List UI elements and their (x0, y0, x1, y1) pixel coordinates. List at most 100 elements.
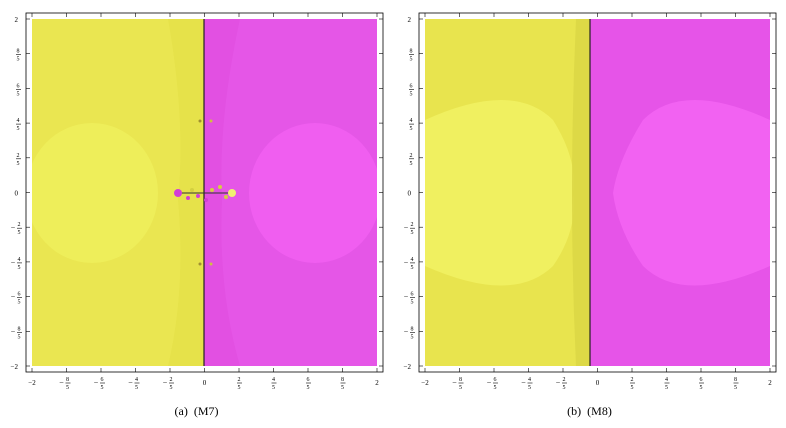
numerator: 4 (135, 377, 138, 383)
minus-sign: − (59, 378, 64, 387)
tick-label: −8 5 (59, 377, 71, 391)
numerator: 2 (631, 377, 634, 383)
tick-label: 45 (16, 118, 21, 132)
minus-sign: − (452, 378, 457, 387)
tick-text: 2 (408, 16, 412, 24)
panel-m8: −2−8 5−6 5−4 5−2 5 0 2 5 4 5 6 5 8 5 2 2 8 5 6 5 4 5 2 5 0−2 5−4 5… (393, 0, 786, 428)
denominator: 5 (410, 91, 413, 97)
numerator: 8 (411, 326, 414, 332)
chaos-point (210, 188, 214, 192)
minus-sign: − (94, 378, 99, 387)
denominator: 5 (410, 57, 413, 63)
tick-label: −2 5 (556, 377, 567, 391)
denominator: 5 (18, 300, 21, 306)
minus-sign: − (404, 293, 409, 302)
numerator: 6 (18, 292, 21, 298)
chaos-point (198, 119, 202, 123)
numerator: 2 (563, 377, 566, 383)
tick-label: 45 (409, 118, 414, 132)
chaos-point (218, 185, 222, 189)
minus-sign: − (404, 223, 409, 232)
minus-sign: − (487, 378, 492, 387)
tick-label: −4 5 (128, 377, 140, 391)
tick-text: 2 (375, 379, 379, 387)
caption-letter: (b) (567, 404, 582, 418)
chaos-point (224, 195, 228, 199)
tick-text: 0 (15, 190, 19, 198)
denominator: 5 (411, 230, 414, 236)
numerator: 6 (307, 377, 310, 383)
denominator: 5 (66, 385, 69, 391)
tick-label: 65 (306, 377, 311, 391)
chaos-point (228, 189, 236, 197)
denominator: 5 (734, 385, 737, 391)
tick-label: 0 (408, 190, 412, 198)
tick-label: −6 5 (11, 292, 22, 306)
tick-label: −6 5 (487, 377, 498, 391)
denominator: 5 (631, 385, 634, 391)
numerator: 4 (665, 377, 668, 383)
tick-label: 45 (664, 377, 670, 391)
denominator: 5 (528, 385, 531, 391)
denominator: 5 (18, 265, 21, 271)
numerator: 6 (410, 83, 413, 89)
left-attractor-basin (32, 123, 158, 263)
caption-method: (M7) (193, 404, 219, 418)
tick-label: 25 (16, 153, 21, 167)
numerator: 8 (459, 377, 462, 383)
numerator: 2 (170, 377, 173, 383)
chaos-point (209, 262, 213, 266)
denominator: 5 (563, 385, 566, 391)
tick-label: 65 (699, 377, 704, 391)
tick-label: 2 (375, 379, 379, 387)
tick-label: 85 (733, 377, 739, 391)
left-attractor-basin (425, 100, 574, 286)
minus-sign: − (556, 378, 561, 387)
tick-label: −4 5 (404, 257, 415, 271)
caption-letter: (a) (174, 404, 188, 418)
denominator: 5 (101, 385, 104, 391)
tick-text: −2 (404, 363, 412, 371)
denominator: 5 (410, 126, 413, 132)
tick-label: 0 (15, 190, 19, 198)
denominator: 5 (135, 385, 138, 391)
denominator: 5 (307, 385, 310, 391)
denominator: 5 (411, 334, 414, 340)
tick-text: 0 (408, 190, 412, 198)
tick-text: 0 (596, 379, 600, 387)
panel-m7: −2−8 5−6 5−4 5−2 5 0 2 5 4 5 6 5 8 5 2 2 8 5 6 5 4 5 2 5 0−2 5−4 5… (11, 12, 384, 418)
numerator: 4 (17, 118, 20, 124)
tick-label: −2 (28, 379, 36, 387)
minus-sign: − (11, 327, 16, 336)
tick-label: −8 5 (404, 326, 415, 340)
tick-label: 25 (237, 377, 242, 391)
minus-sign: − (521, 378, 526, 387)
tick-label: 25 (409, 153, 414, 167)
numerator: 2 (18, 222, 21, 228)
basin-fill (32, 19, 377, 366)
numerator: 4 (410, 118, 413, 124)
minus-sign: − (404, 327, 409, 336)
denominator: 5 (341, 385, 344, 391)
numerator: 6 (17, 83, 20, 89)
denominator: 5 (170, 385, 173, 391)
tick-text: 2 (768, 379, 772, 387)
basin-fill (425, 19, 770, 366)
tick-label: 65 (409, 83, 414, 97)
tick-label: −2 (421, 379, 429, 387)
denominator: 5 (272, 385, 275, 391)
chaos-point (204, 198, 208, 202)
tick-text: 2 (15, 16, 19, 24)
tick-label: −2 5 (163, 377, 174, 391)
tick-label: 0 (203, 379, 207, 387)
numerator: 6 (700, 377, 703, 383)
tick-label: −6 5 (404, 292, 415, 306)
tick-label: −2 (11, 363, 19, 371)
denominator: 5 (411, 265, 414, 271)
tick-label: −2 (404, 363, 412, 371)
denominator: 5 (700, 385, 703, 391)
denominator: 5 (238, 385, 241, 391)
tick-label: 85 (16, 49, 21, 63)
